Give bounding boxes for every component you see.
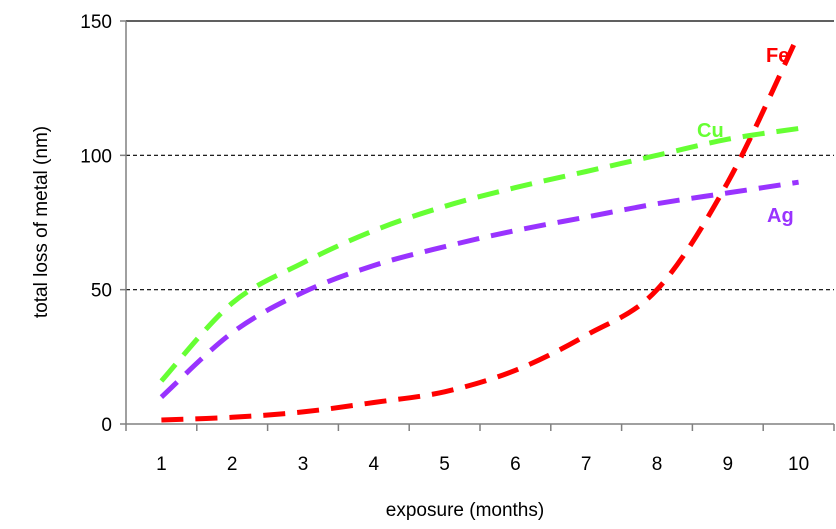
x-tick-label-8: 8	[652, 454, 663, 475]
series-label-cu: Cu	[697, 120, 724, 142]
x-tick-label-10: 10	[788, 454, 809, 475]
axes	[120, 20, 835, 431]
x-tick-label-2: 2	[227, 454, 238, 475]
tick-labels: 0 50 100 150 1 2 3 4 5 6 7 8 9 10	[80, 12, 809, 475]
x-tick-label-1: 1	[156, 454, 167, 475]
y-tick-label-50: 50	[91, 281, 112, 302]
x-tick-label-6: 6	[510, 454, 521, 475]
x-axis-title: exposure (months)	[386, 500, 544, 521]
x-tick-label-3: 3	[298, 454, 309, 475]
series-lines	[159, 33, 801, 423]
series-label-ag: Ag	[767, 205, 794, 227]
series-line-cu	[159, 126, 799, 383]
y-tick-label-0: 0	[101, 415, 112, 436]
x-tick-label-4: 4	[369, 454, 380, 475]
series-line-ag	[159, 179, 799, 399]
x-tick-label-5: 5	[439, 454, 450, 475]
grid-lines	[126, 20, 834, 291]
x-tick-label-9: 9	[723, 454, 734, 475]
x-tick-label-7: 7	[581, 454, 592, 475]
series-line-fe	[161, 33, 801, 423]
series-label-fe: Fe	[766, 45, 789, 67]
series-labels: Fe Cu Ag	[697, 45, 794, 227]
y-tick-label-100: 100	[80, 146, 112, 167]
y-tick-label-150: 150	[80, 12, 112, 33]
y-axis-title: total loss of metal (nm)	[31, 126, 52, 318]
